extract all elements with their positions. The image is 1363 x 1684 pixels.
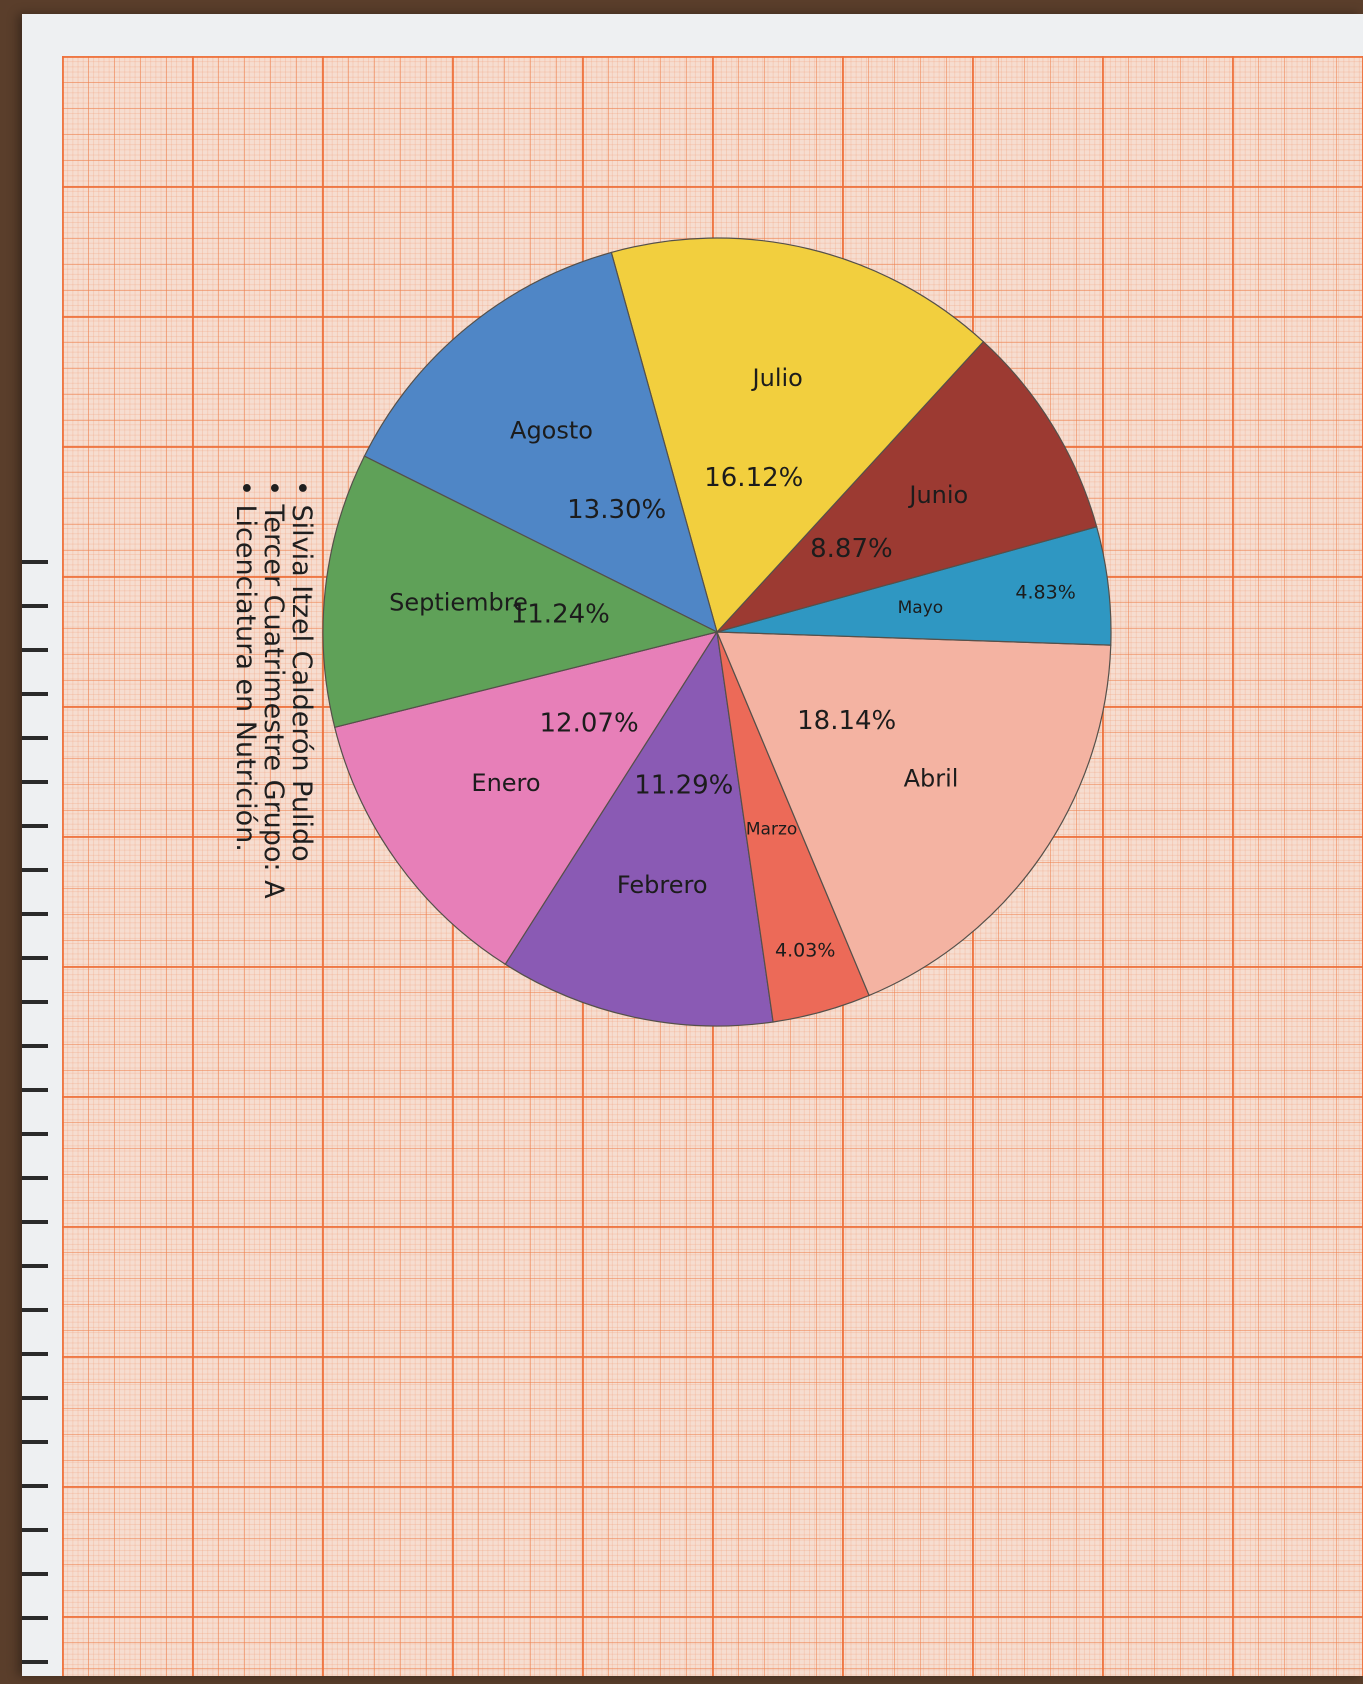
pie-slice-julio: [610, 237, 985, 634]
pie-value-label: 4.03%: [775, 940, 835, 962]
pie-slice-agosto: [363, 251, 718, 634]
pie-slice-febrero: [504, 630, 774, 1027]
pie-value-label: 11.29%: [634, 771, 733, 801]
pie-category-label: Junio: [907, 481, 968, 509]
pie-label-group: Junio 8.87%: [810, 481, 968, 564]
pie-category-label: Enero: [471, 769, 540, 797]
pie-label-group: Mayo 4.83%: [898, 581, 1076, 617]
pie-category-label: Agosto: [510, 416, 593, 444]
pie-category-label: Julio: [751, 364, 803, 392]
pie-value-label: 4.83%: [1015, 581, 1075, 603]
pie-value-label: 13.30%: [567, 495, 666, 525]
pie-label-group: Abril 18.14%: [797, 706, 958, 793]
pie-value-label: 8.87%: [810, 534, 893, 564]
author-name: Silvia Itzel Calderón Pulido: [286, 480, 317, 899]
pie-label-group: Enero 12.07%: [471, 709, 638, 797]
pie-slice-septiembre: [322, 455, 719, 729]
pie-slice-junio: [715, 340, 1098, 634]
pie-value-label: 16.12%: [704, 463, 803, 493]
pie-label-group: Marzo 4.03%: [746, 820, 835, 962]
pie-slice-abril: [716, 631, 1112, 997]
pie-value-label: 12.07%: [540, 709, 639, 739]
pie-label-group: Julio 16.12%: [704, 364, 803, 493]
pie-labels: Enero 12.07% Febrero 11.29% Marzo 4.03% Abril 1…: [389, 364, 1076, 961]
author-program: Licenciatura en Nutrición.: [230, 480, 261, 899]
notebook-binding: [22, 534, 48, 1684]
pie-label-group: Agosto 13.30%: [510, 416, 666, 525]
pie-slices: [322, 237, 1112, 1027]
pie-value-label: 11.24%: [511, 599, 610, 629]
pie-category-label: Febrero: [617, 871, 708, 899]
pie-category-label: Abril: [904, 765, 959, 793]
author-group: Tercer Cuatrimestre Grupo: A: [258, 480, 289, 899]
author-info: Silvia Itzel Calderón Pulido Tercer Cuat…: [230, 480, 317, 899]
pie-category-label: Marzo: [746, 820, 797, 840]
pie-category-label: Septiembre: [389, 589, 528, 617]
pie-slice-enero: [333, 631, 719, 966]
pie-category-label: Mayo: [898, 598, 944, 618]
pie-value-label: 18.14%: [797, 706, 896, 736]
pie-label-group: Febrero 11.29%: [617, 771, 733, 900]
